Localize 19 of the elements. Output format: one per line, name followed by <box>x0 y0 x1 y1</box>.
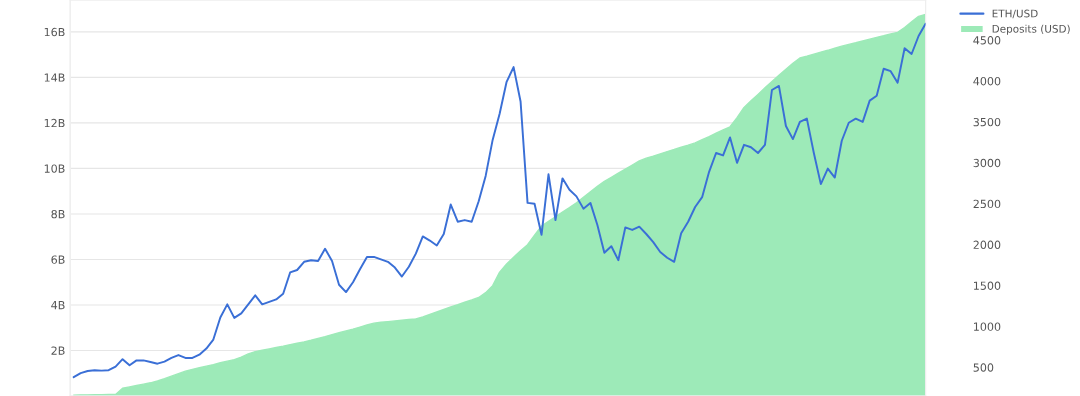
y2-tick-label: 3000 <box>973 158 1001 168</box>
y-tick-label: 16B <box>44 27 65 37</box>
y2-tick-label: 4000 <box>973 76 1001 86</box>
y2-tick-label: 1000 <box>974 322 1001 331</box>
y2-tick-label: 3500 <box>973 117 1001 127</box>
y2-tick-label: 1500 <box>974 281 1001 290</box>
y-tick-label: 10B <box>44 164 65 173</box>
y-tick-label: 4B <box>51 301 65 310</box>
y-tick-label: 8B <box>51 209 65 219</box>
y-tick-label: 6B <box>51 255 65 264</box>
y2-tick-label: 4500 <box>973 36 1001 45</box>
y-tick-label: 2B <box>51 346 65 355</box>
legend-label: ETH/USD <box>992 9 1038 19</box>
legend-label: Deposits (USD) <box>992 24 1070 35</box>
y-tick-label: 14B <box>44 73 65 82</box>
y2-tick-label: 500 <box>973 363 994 372</box>
y2-tick-label: 2500 <box>973 199 1001 209</box>
y2-tick-label: 2000 <box>973 240 1001 250</box>
y-tick-label: 12B <box>44 118 65 128</box>
